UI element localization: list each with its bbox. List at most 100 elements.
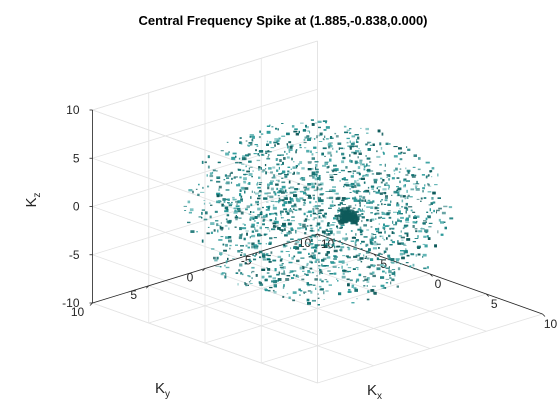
noise-patch bbox=[257, 186, 261, 189]
noise-patch bbox=[258, 183, 262, 185]
noise-patch bbox=[379, 235, 382, 238]
noise-patch bbox=[187, 221, 191, 224]
noise-patch bbox=[272, 277, 276, 280]
noise-patch bbox=[248, 142, 253, 144]
noise-patch bbox=[377, 207, 380, 209]
noise-patch bbox=[366, 266, 371, 268]
noise-patch bbox=[254, 247, 259, 250]
noise-patch bbox=[207, 155, 210, 159]
noise-patch bbox=[218, 194, 223, 197]
noise-patch bbox=[285, 251, 290, 252]
noise-patch bbox=[360, 164, 364, 166]
noise-patch bbox=[370, 258, 374, 261]
noise-patch bbox=[359, 257, 364, 260]
noise-patch bbox=[356, 298, 358, 300]
noise-patch bbox=[259, 250, 263, 254]
noise-patch bbox=[405, 174, 409, 176]
noise-patch bbox=[262, 206, 264, 209]
noise-patch bbox=[353, 152, 357, 155]
noise-patch bbox=[257, 181, 259, 184]
noise-patch bbox=[195, 188, 198, 190]
noise-patch bbox=[405, 202, 408, 206]
noise-patch bbox=[301, 167, 305, 170]
noise-patch bbox=[331, 178, 334, 182]
noise-patch bbox=[233, 212, 238, 214]
noise-patch bbox=[408, 206, 413, 208]
noise-patch bbox=[299, 191, 304, 193]
noise-patch bbox=[286, 293, 289, 295]
noise-patch bbox=[357, 136, 360, 140]
noise-patch bbox=[403, 226, 407, 228]
noise-patch bbox=[389, 143, 391, 145]
noise-patch bbox=[251, 271, 253, 274]
noise-patch bbox=[269, 213, 272, 216]
noise-patch bbox=[282, 222, 286, 226]
noise-patch bbox=[250, 203, 253, 206]
noise-patch bbox=[326, 243, 331, 245]
noise-patch bbox=[258, 136, 261, 139]
noise-patch bbox=[245, 154, 249, 157]
noise-patch bbox=[379, 172, 382, 175]
noise-patch bbox=[293, 191, 297, 194]
noise-patch bbox=[376, 155, 381, 158]
noise-patch bbox=[322, 230, 326, 233]
noise-patch bbox=[238, 217, 242, 219]
noise-patch bbox=[273, 141, 277, 144]
noise-patch bbox=[276, 273, 280, 276]
noise-patch bbox=[397, 240, 399, 244]
noise-patch bbox=[371, 237, 376, 239]
noise-patch bbox=[382, 192, 387, 194]
noise-patch bbox=[291, 277, 294, 279]
noise-patch bbox=[381, 287, 386, 289]
noise-patch bbox=[355, 254, 360, 257]
noise-patch bbox=[239, 137, 242, 139]
noise-patch bbox=[407, 170, 410, 174]
noise-patch bbox=[387, 210, 391, 212]
noise-patch bbox=[387, 203, 391, 206]
noise-patch bbox=[312, 205, 317, 208]
noise-patch bbox=[298, 288, 301, 291]
noise-patch bbox=[265, 243, 267, 245]
noise-patch bbox=[281, 185, 286, 189]
noise-patch bbox=[315, 225, 318, 227]
noise-patch bbox=[207, 165, 210, 169]
noise-patch bbox=[210, 222, 215, 225]
noise-patch bbox=[303, 192, 306, 195]
noise-patch bbox=[281, 199, 284, 202]
noise-patch bbox=[288, 150, 291, 153]
noise-patch bbox=[295, 150, 297, 154]
noise-patch bbox=[223, 179, 226, 181]
noise-patch bbox=[232, 258, 235, 259]
central-spike-patch bbox=[339, 220, 345, 225]
noise-patch bbox=[283, 157, 286, 160]
noise-patch bbox=[232, 152, 237, 155]
noise-patch bbox=[412, 211, 416, 213]
noise-patch bbox=[378, 223, 380, 225]
noise-patch bbox=[351, 286, 354, 288]
noise-patch bbox=[310, 246, 315, 249]
noise-patch bbox=[395, 221, 398, 225]
noise-patch bbox=[366, 277, 370, 280]
noise-patch bbox=[218, 224, 220, 226]
noise-patch bbox=[242, 227, 247, 230]
noise-patch bbox=[306, 282, 309, 286]
noise-patch bbox=[375, 235, 377, 239]
noise-patch bbox=[352, 172, 354, 175]
noise-patch bbox=[219, 225, 222, 228]
noise-patch bbox=[269, 230, 271, 232]
noise-patch bbox=[328, 190, 333, 192]
noise-patch bbox=[357, 166, 361, 169]
noise-patch bbox=[354, 287, 356, 290]
noise-patch bbox=[218, 200, 221, 202]
noise-patch bbox=[250, 225, 255, 228]
noise-patch bbox=[304, 218, 308, 221]
noise-patch bbox=[357, 259, 362, 261]
noise-patch bbox=[247, 284, 249, 286]
noise-patch bbox=[294, 206, 298, 208]
noise-patch bbox=[222, 198, 226, 201]
noise-patch bbox=[363, 165, 366, 168]
noise-patch bbox=[284, 234, 288, 237]
noise-patch bbox=[352, 268, 356, 270]
noise-patch bbox=[267, 268, 271, 271]
noise-patch bbox=[388, 234, 391, 238]
